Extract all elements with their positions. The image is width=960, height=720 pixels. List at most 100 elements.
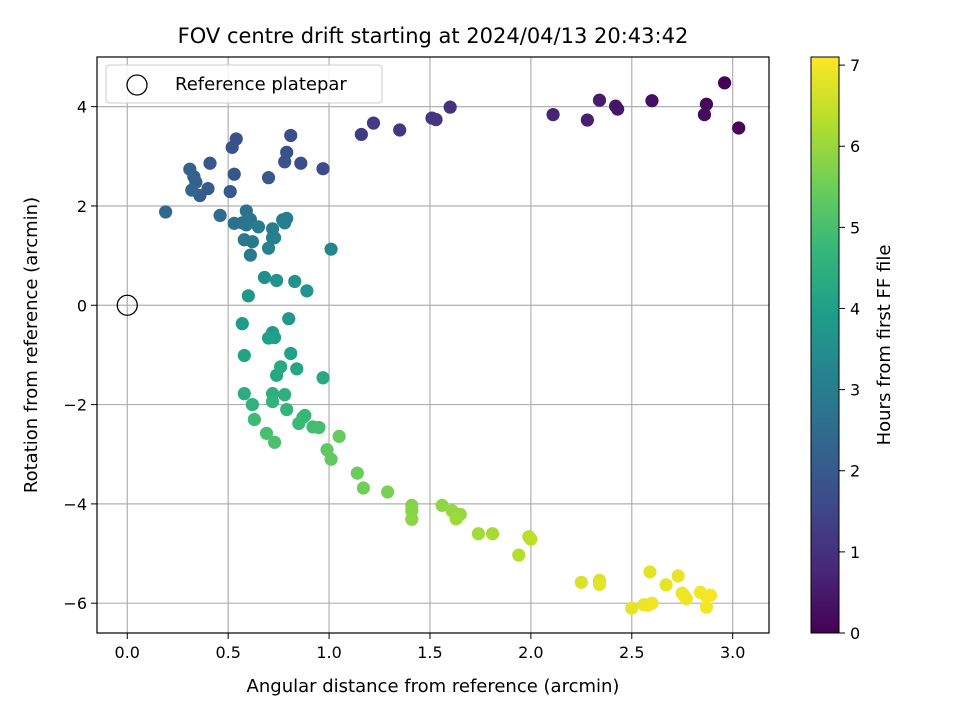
x-tick-label: 0.0 [115,643,140,662]
data-point [237,348,251,363]
data-point [366,116,381,130]
plot-frame [96,56,770,634]
colorbar-tick-label: 3 [850,381,860,400]
data-point [380,485,395,499]
x-ticks: 0.0 0.5 1.0 1.5 2.0 2.5 3.0 [115,633,745,662]
data-point [243,248,257,262]
data-point [290,362,304,376]
data-point [278,155,292,169]
data-point [443,100,457,114]
plot-points [116,76,746,615]
data-point [274,360,288,374]
data-point [284,346,298,361]
data-point [697,108,712,122]
data-point [625,601,639,615]
data-point [703,588,718,602]
data-point [227,167,241,181]
data-point [251,220,266,234]
data-point [350,466,364,480]
data-point [449,512,463,526]
data-point [645,596,659,610]
data-point [425,111,439,125]
y-tick-label: −2 [63,396,87,415]
data-point [732,121,746,135]
colorbar-tick-label: 1 [850,543,860,562]
reference-point [116,294,138,316]
data-point [213,208,227,222]
x-tick-label: 1.5 [417,643,442,662]
data-point [324,452,338,466]
data-point [592,577,607,591]
data-point [316,162,330,176]
plot-grid [97,57,769,633]
legend-marker-reference [126,74,148,96]
y-tick-label: 0 [77,296,87,315]
data-point [512,548,526,562]
legend-label-reference: Reference platepar [175,74,347,95]
data-point [405,512,419,526]
colorbar-tick-label: 0 [850,624,860,643]
data-point [659,578,673,592]
data-point [393,123,407,137]
data-point [183,162,197,176]
data-point [261,331,276,345]
data-point [316,371,330,385]
data-point [257,270,272,285]
x-tick-label: 2.0 [518,643,543,662]
data-point [259,426,274,440]
data-point [278,388,292,402]
data-point [699,600,714,614]
data-point [546,108,560,122]
data-point [471,527,486,541]
colorbar-tick-label: 4 [850,299,860,318]
data-point [677,589,691,603]
colorbar-tick-label: 5 [850,218,860,237]
data-point [223,184,237,199]
y-axis-label: Rotation from reference (arcmin) [21,197,42,493]
data-point [288,274,302,289]
y-tick-label: −6 [63,594,87,613]
data-point [270,273,284,288]
data-point [235,317,249,331]
data-point [261,171,276,185]
x-tick-label: 1.0 [316,643,341,662]
colorbar [810,56,840,634]
colorbar-tick-label: 2 [850,462,860,481]
data-point [265,395,280,409]
x-axis-label: Angular distance from reference (arcmin) [247,676,620,697]
colorbar-label: Hours from first FF file [874,245,895,446]
data-point [247,412,262,427]
colorbar-tick-label: 6 [850,137,860,156]
legend: Reference platepar [105,64,383,104]
data-point [245,235,259,249]
data-point [292,416,306,431]
data-point [267,435,282,449]
x-tick-label: 0.5 [215,643,240,662]
data-point [185,183,199,197]
data-point [241,289,255,303]
data-point [278,216,292,230]
data-point [435,498,449,512]
data-point [294,156,308,170]
data-point [284,128,298,143]
y-tick-label: 2 [77,197,87,216]
x-tick-label: 3.0 [720,643,745,662]
y-ticks: −6 −4 −2 0 2 4 [63,98,97,613]
data-point [261,241,276,255]
legend-box [105,64,383,104]
data-point [356,481,370,495]
data-point [245,397,259,412]
data-point [159,205,173,219]
data-point [282,312,296,326]
data-point [574,575,588,589]
data-point [354,127,368,142]
y-tick-label: −4 [63,495,87,514]
data-point [267,231,282,245]
data-point [609,99,623,113]
x-tick-label: 2.5 [619,643,644,662]
data-point [643,565,657,579]
data-point [312,420,326,435]
data-point [203,156,217,170]
data-point [225,140,239,154]
data-point [699,97,714,111]
